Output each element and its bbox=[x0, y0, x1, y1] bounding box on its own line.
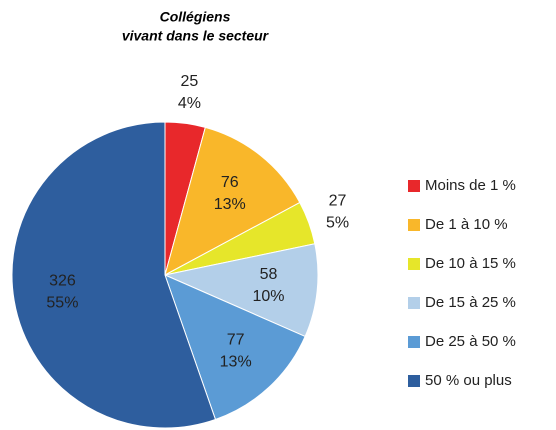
chart-title: Collégiens bbox=[160, 9, 231, 25]
pie-slice bbox=[163, 243, 319, 338]
legend-label: De 10 à 15 % bbox=[425, 255, 516, 272]
data-label: 326 bbox=[49, 273, 76, 290]
data-label: 5% bbox=[326, 214, 349, 231]
legend-swatch bbox=[408, 258, 420, 270]
legend-label: De 15 à 25 % bbox=[425, 294, 516, 311]
data-label: 76 bbox=[221, 174, 239, 191]
pie-slice bbox=[11, 121, 217, 429]
legend-label: 50 % ou plus bbox=[425, 372, 512, 389]
data-label: 77 bbox=[227, 332, 245, 349]
data-label: 13% bbox=[214, 196, 246, 213]
data-label: 13% bbox=[220, 354, 252, 371]
legend-swatch bbox=[408, 219, 420, 231]
legend-swatch bbox=[408, 375, 420, 387]
data-label: 10% bbox=[252, 288, 284, 305]
legend-label: Moins de 1 % bbox=[425, 177, 516, 194]
data-label: 27 bbox=[329, 192, 347, 209]
legend-label: De 25 à 50 % bbox=[425, 333, 516, 350]
legend-swatch bbox=[408, 180, 420, 192]
legend-swatch bbox=[408, 336, 420, 348]
data-label: 25 bbox=[181, 73, 199, 90]
data-label: 55% bbox=[46, 295, 78, 312]
pie-slice bbox=[164, 274, 306, 421]
pie-slice bbox=[164, 126, 301, 276]
chart-title: vivant dans le secteur bbox=[122, 28, 270, 44]
data-label: 58 bbox=[260, 266, 278, 283]
legend-label: De 1 à 10 % bbox=[425, 216, 508, 233]
data-label: 4% bbox=[178, 95, 201, 112]
legend-swatch bbox=[408, 297, 420, 309]
